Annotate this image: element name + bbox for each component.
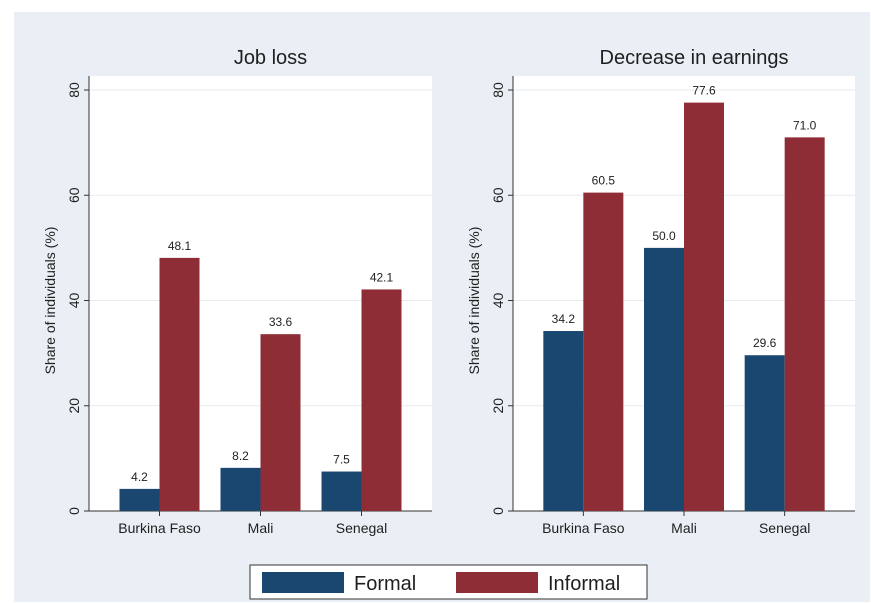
chart-svg: 0 20 40 60 80 Share of individuals (%) Job los… (42, 47, 855, 600)
data-label: 42.1 (370, 270, 394, 284)
legend: Formal Informal (249, 564, 648, 600)
data-label: 8.2 (232, 449, 249, 463)
y-tick-label: 80 (490, 82, 506, 98)
panel-2: 0 20 40 60 80 Share of individuals (%) Decreas… (466, 47, 855, 536)
y-tick-label: 60 (66, 187, 82, 203)
y-axis-title: Share of individuals (%) (466, 227, 482, 375)
x-tick-label: Senegal (336, 520, 387, 536)
y-tick-label: 60 (490, 187, 506, 203)
data-label: 29.6 (753, 336, 777, 350)
bar-formal (744, 355, 785, 511)
y-tick-label: 40 (66, 293, 82, 309)
y-axis-title: Share of individuals (%) (42, 227, 58, 375)
data-label: 60.5 (592, 174, 616, 188)
bar-formal (119, 488, 160, 511)
bar-informal (784, 137, 825, 512)
bar-informal (260, 334, 301, 511)
data-label: 77.6 (692, 84, 716, 98)
x-tick-label: Burkina Faso (542, 520, 625, 536)
x-tick-label: Senegal (759, 520, 810, 536)
y-tick-label: 0 (490, 507, 506, 515)
y-tick-label: 20 (66, 398, 82, 414)
x-tick-label: Mali (248, 520, 274, 536)
y-tick-label: 0 (66, 507, 82, 515)
x-tick-label: Burkina Faso (118, 520, 201, 536)
bar-informal (159, 257, 200, 511)
data-label: 34.2 (552, 312, 576, 326)
y-tick-label: 80 (66, 82, 82, 98)
bar-informal (361, 289, 402, 511)
y-tick-label: 20 (490, 398, 506, 414)
data-label: 71.0 (793, 118, 817, 132)
panel-title: Job loss (234, 47, 307, 69)
data-label: 4.2 (131, 470, 148, 484)
legend-swatch-informal (456, 572, 538, 593)
bar-formal (644, 247, 684, 511)
x-tick-label: Mali (671, 520, 697, 536)
bar-informal (684, 102, 724, 511)
bar-formal (321, 471, 362, 511)
panel-1: 0 20 40 60 80 Share of individuals (%) Job los… (42, 47, 432, 536)
bar-formal (220, 467, 261, 511)
panel-title: Decrease in earnings (600, 47, 789, 69)
legend-label-formal: Formal (354, 573, 416, 595)
legend-swatch-formal (262, 572, 344, 593)
bar-formal (543, 331, 584, 511)
data-label: 48.1 (168, 239, 192, 253)
data-label: 50.0 (652, 229, 676, 243)
y-tick-label: 40 (490, 293, 506, 309)
data-label: 33.6 (269, 315, 293, 329)
bar-informal (583, 192, 624, 511)
legend-label-informal: Informal (548, 573, 620, 595)
data-label: 7.5 (333, 453, 350, 467)
chart-figure: 0 20 40 60 80 Share of individuals (%) Job los… (14, 12, 870, 602)
